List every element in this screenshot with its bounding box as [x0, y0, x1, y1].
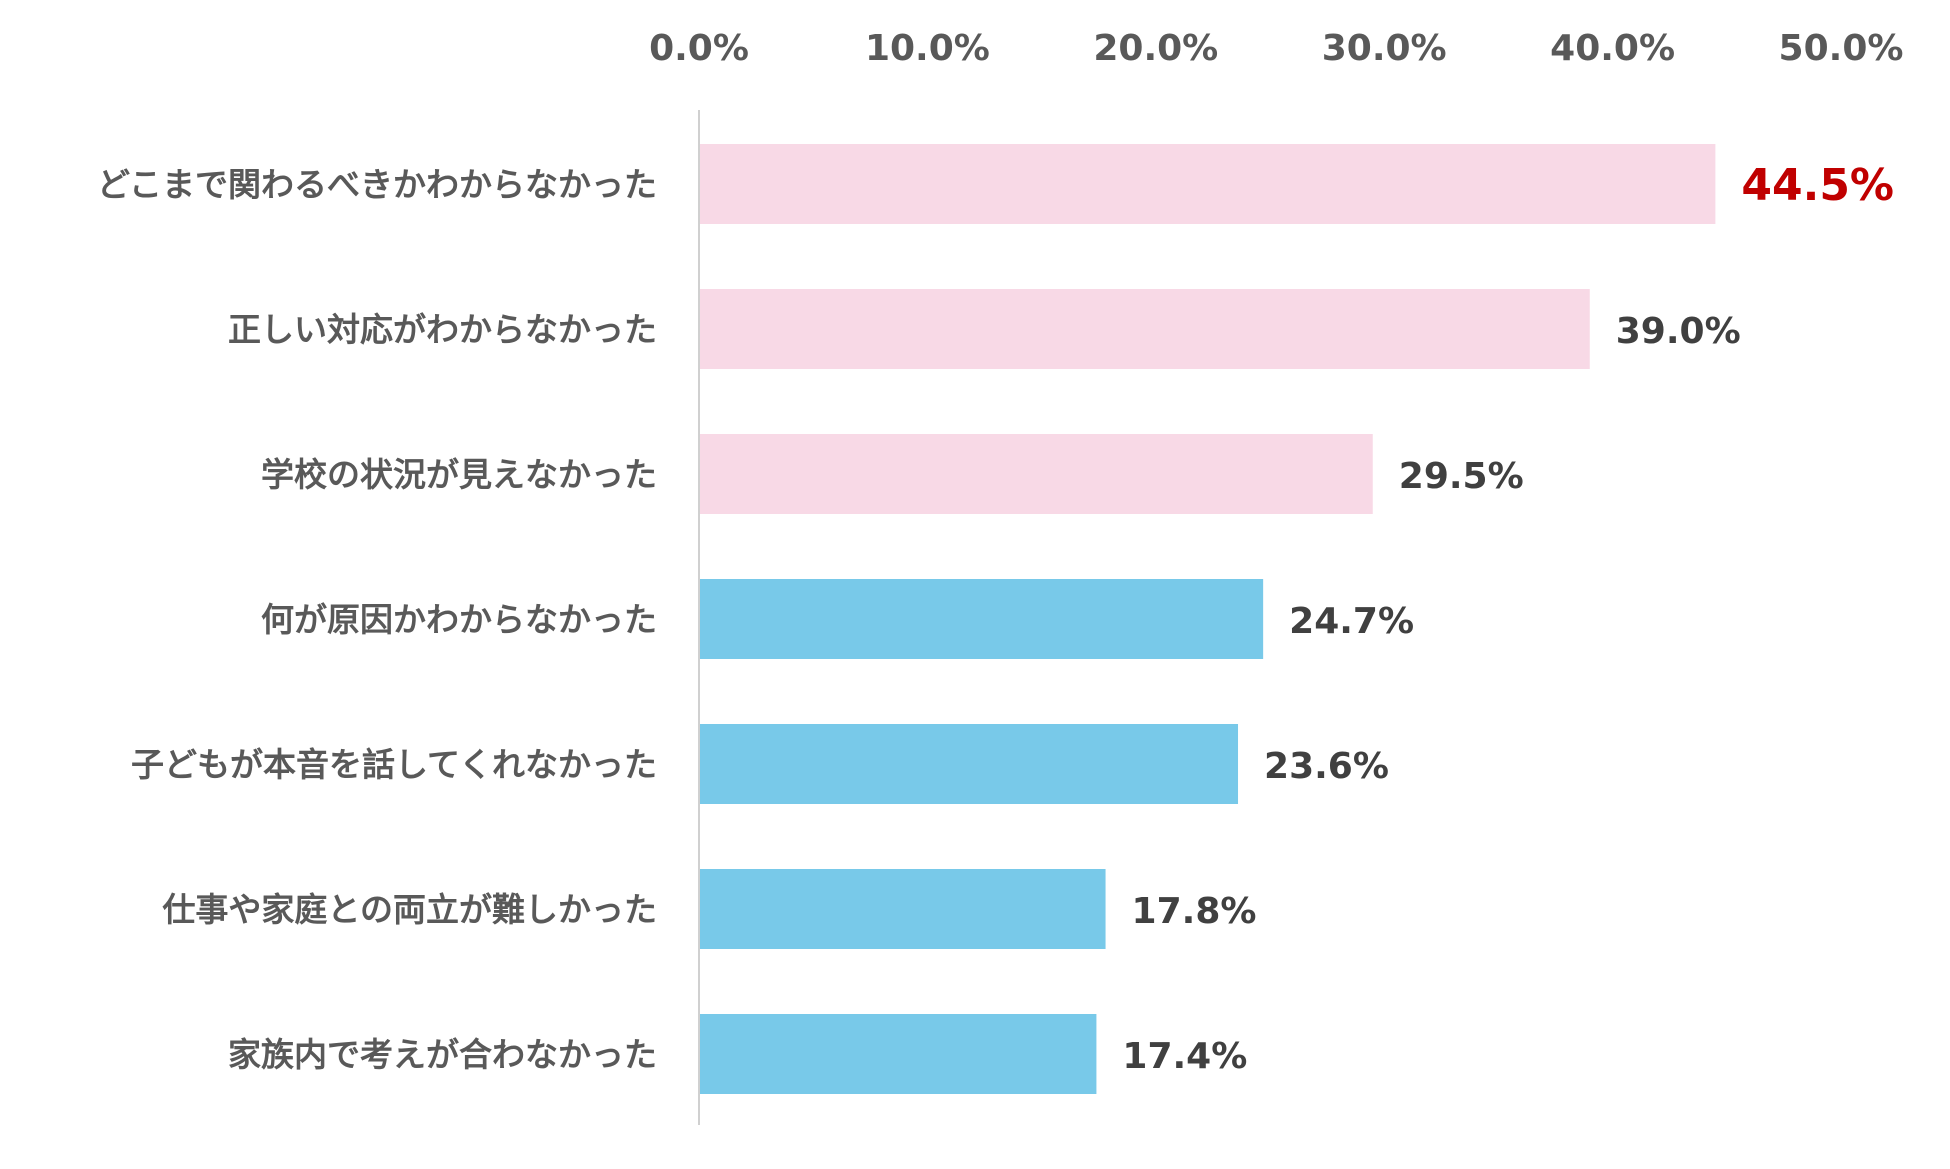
category-labels: どこまで関わるべきかわからなかった正しい対応がわからなかった学校の状況が見えなか…	[97, 165, 657, 1074]
category-label: 家族内で考えが合わなかった	[228, 1035, 657, 1074]
x-tick-label: 30.0%	[1322, 28, 1447, 69]
bar	[700, 579, 1264, 659]
value-label: 24.7%	[1289, 601, 1414, 642]
x-tick-label: 40.0%	[1550, 28, 1675, 69]
bar	[700, 869, 1106, 949]
value-label: 17.8%	[1132, 891, 1257, 932]
bar	[700, 289, 1590, 369]
category-label: 何が原因かわからなかった	[261, 600, 657, 639]
bars	[700, 144, 1716, 1094]
value-labels: 44.5% 39.0% 29.5% 24.7% 23.6% 17.8% 17.4%	[1122, 160, 1894, 1077]
bar	[700, 434, 1373, 514]
category-label: 子どもが本音を話してくれなかった	[131, 745, 657, 784]
category-label: 仕事や家庭との両立が難しかった	[162, 890, 657, 929]
x-tick-label: 20.0%	[1093, 28, 1218, 69]
value-label: 23.6%	[1264, 746, 1389, 787]
category-label: 学校の状況が見えなかった	[261, 455, 657, 494]
value-label: 44.5%	[1741, 160, 1894, 211]
bar	[700, 1014, 1097, 1094]
value-label: 39.0%	[1616, 311, 1741, 352]
bar	[700, 724, 1239, 804]
value-label: 29.5%	[1399, 456, 1524, 497]
x-tick-label: 0.0%	[649, 28, 749, 69]
category-label: どこまで関わるべきかわからなかった	[97, 165, 657, 204]
category-label: 正しい対応がわからなかった	[228, 310, 657, 349]
x-axis-ticks: 0.0% 10.0% 20.0% 30.0% 40.0% 50.0%	[649, 28, 1903, 69]
x-tick-label: 50.0%	[1779, 28, 1904, 69]
value-label: 17.4%	[1122, 1036, 1247, 1077]
x-tick-label: 10.0%	[865, 28, 990, 69]
bar	[700, 144, 1716, 224]
